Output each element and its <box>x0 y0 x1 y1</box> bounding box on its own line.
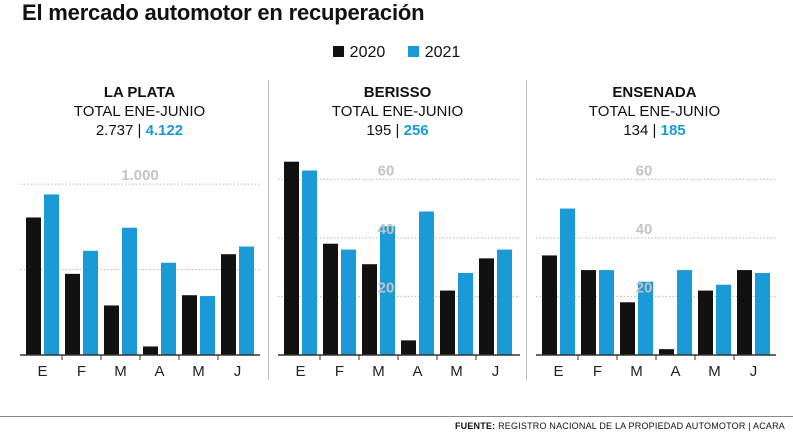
x-tick-label: A <box>412 363 422 380</box>
bar-2020-E <box>542 255 557 355</box>
x-tick-label: E <box>553 363 563 380</box>
total-2020: 134 <box>623 122 649 139</box>
y-tick-label: 40 <box>378 221 395 238</box>
y-tick-label: 1.000 <box>121 167 159 184</box>
x-tick-label: A <box>154 363 164 380</box>
bar-2021-J <box>497 249 512 355</box>
panel-totals: 134 | 185 <box>623 122 686 139</box>
bar-2020-M <box>104 305 119 355</box>
y-tick-label: 40 <box>636 221 653 238</box>
footer-rule <box>0 416 793 417</box>
total-2021: 4.122 <box>145 122 184 139</box>
bar-2021-E <box>560 208 575 355</box>
bar-2020-M <box>440 290 455 355</box>
total-2020: 2.737 <box>95 122 134 139</box>
x-tick-label: M <box>450 363 463 380</box>
panel-header-berisso: BERISSO TOTAL ENE-JUNIO 195 | 256 <box>270 84 525 139</box>
bar-2021-M <box>200 296 215 355</box>
legend-item-2020: 2020 <box>332 44 386 62</box>
bar-2021-J <box>239 246 254 355</box>
x-tick-label: F <box>335 363 344 380</box>
x-tick-label: E <box>295 363 305 380</box>
y-tick-label: 20 <box>378 279 395 296</box>
bar-2020-M <box>620 302 635 355</box>
bar-2020-F <box>581 270 596 355</box>
bar-2020-E <box>284 161 299 355</box>
legend: 2020 2021 <box>0 44 793 62</box>
panel-divider <box>526 80 527 380</box>
source-note: FUENTE: REGISTRO NACIONAL DE LA PROPIEDA… <box>455 421 785 431</box>
y-tick-label: 20 <box>636 279 653 296</box>
legend-item-2021: 2021 <box>407 44 461 62</box>
total-2020: 195 <box>366 122 392 139</box>
x-tick-label: J <box>750 363 758 380</box>
x-tick-label: J <box>234 363 242 380</box>
panel-subtitle: TOTAL ENE-JUNIO <box>588 103 721 120</box>
source-text: REGISTRO NACIONAL DE LA PROPIEDAD AUTOMO… <box>498 421 785 431</box>
bar-2021-M <box>638 281 653 355</box>
legend-label-2021: 2021 <box>424 44 461 61</box>
panel-header-ensenada: ENSENADA TOTAL ENE-JUNIO 134 | 185 <box>527 84 782 139</box>
bar-2020-M <box>362 264 377 355</box>
x-tick-label: F <box>77 363 86 380</box>
panel-totals: 2.737 | 4.122 <box>95 122 184 139</box>
bar-2021-E <box>44 194 59 355</box>
bar-2021-A <box>419 211 434 355</box>
bar-2020-M <box>182 295 197 355</box>
panel-divider <box>268 80 269 380</box>
bar-2020-J <box>479 258 494 355</box>
x-tick-label: F <box>593 363 602 380</box>
bar-2021-A <box>161 262 176 355</box>
bar-2020-E <box>26 217 41 355</box>
panel-subtitle: TOTAL ENE-JUNIO <box>331 103 464 120</box>
bar-2020-A <box>659 349 674 355</box>
panel-header-la-plata: LA PLATA TOTAL ENE-JUNIO 2.737 | 4.122 <box>12 84 267 139</box>
bar-2020-A <box>401 340 416 355</box>
legend-swatch-2020 <box>332 46 344 57</box>
x-tick-label: M <box>192 363 205 380</box>
bar-2020-F <box>65 273 80 355</box>
bar-2021-F <box>83 250 98 355</box>
bar-2020-J <box>737 270 752 355</box>
x-tick-label: M <box>372 363 385 380</box>
bar-2021-F <box>599 270 614 355</box>
bar-2020-A <box>143 346 158 355</box>
source-label: FUENTE: <box>454 421 496 431</box>
panel-title: BERISSO <box>363 84 432 101</box>
y-tick-label: 60 <box>636 162 653 179</box>
legend-swatch-2021 <box>407 46 419 57</box>
panel-title: ENSENADA <box>612 84 697 101</box>
bar-2021-J <box>755 273 770 355</box>
bar-2020-J <box>221 254 236 355</box>
chart-title: El mercado automotor en recuperación <box>22 0 425 25</box>
bar-2021-M <box>380 226 395 355</box>
x-tick-label: M <box>114 363 127 380</box>
bar-2021-M <box>716 284 731 355</box>
bar-2021-E <box>302 170 317 355</box>
x-tick-label: M <box>630 363 643 380</box>
bar-2021-F <box>341 249 356 355</box>
legend-label-2020: 2020 <box>349 44 386 61</box>
total-2021: 256 <box>403 122 429 139</box>
x-tick-label: M <box>708 363 721 380</box>
bar-2020-M <box>698 290 713 355</box>
panel-title: LA PLATA <box>103 84 176 101</box>
panel-totals: 195 | 256 <box>366 122 429 139</box>
y-tick-label: 60 <box>378 162 395 179</box>
x-tick-label: A <box>670 363 680 380</box>
bar-2021-M <box>122 227 137 355</box>
x-tick-label: J <box>492 363 500 380</box>
bar-2021-M <box>458 273 473 355</box>
x-tick-label: E <box>37 363 47 380</box>
total-2021: 185 <box>660 122 686 139</box>
bar-2021-A <box>677 270 692 355</box>
bar-2020-F <box>323 243 338 355</box>
panel-subtitle: TOTAL ENE-JUNIO <box>73 103 206 120</box>
